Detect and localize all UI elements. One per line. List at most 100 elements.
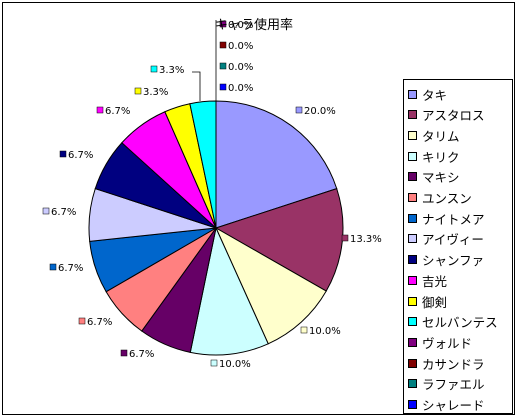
- legend-item: ヴォルド: [408, 332, 472, 352]
- legend-label: アスタロス: [422, 108, 485, 124]
- data-label-2: 13.3%: [341, 234, 382, 245]
- legend-swatch: [408, 379, 417, 389]
- data-label-text: 3.3%: [159, 65, 184, 76]
- data-label-key: [42, 207, 50, 215]
- data-label-text: 20.0%: [304, 106, 336, 117]
- data-label-14: 0.0%: [219, 41, 253, 52]
- data-label-text: 13.3%: [350, 234, 382, 245]
- legend-swatch: [408, 275, 417, 285]
- chart-title: キャラ使用率: [215, 18, 294, 33]
- legend-item: マキシ: [408, 167, 460, 187]
- data-label-6: 6.7%: [78, 317, 112, 328]
- legend-label: タリム: [422, 128, 460, 144]
- legend-swatch: [408, 255, 417, 265]
- legend-item: シャンファ: [408, 250, 484, 270]
- data-label-key: [300, 326, 308, 334]
- data-label-text: 6.7%: [105, 106, 130, 117]
- legend-item: ラファエル: [408, 374, 485, 394]
- data-label-16: 0.0%: [219, 83, 253, 94]
- legend-swatch: [408, 151, 417, 161]
- pie-slice-1: [215, 100, 338, 229]
- data-label-13: 0.0%: [219, 20, 253, 31]
- data-label-key: [78, 317, 86, 325]
- data-label-5: 6.7%: [120, 349, 154, 360]
- data-label-key: [219, 83, 227, 91]
- legend-label: カサンドラ: [422, 356, 485, 372]
- legend-swatch: [408, 234, 417, 244]
- legend-swatch: [408, 89, 417, 99]
- data-label-10: 6.7%: [96, 106, 130, 117]
- legend-label: タキ: [422, 87, 448, 103]
- data-label-key: [96, 106, 104, 114]
- legend-swatch: [408, 400, 417, 409]
- legend-swatch: [408, 130, 417, 140]
- legend-item: タリム: [408, 125, 460, 145]
- chart-legend: タキアスタロスタリムキリクマキシユンスンナイトメアアイヴィーシャンファ吉光御剣セ…: [403, 79, 513, 414]
- legend-label: 御剣: [422, 294, 448, 310]
- legend-item: 吉光: [408, 270, 447, 290]
- data-label-key: [120, 349, 128, 357]
- legend-item: キリク: [408, 146, 460, 166]
- data-label-key: [219, 62, 227, 70]
- legend-item: アイヴィー: [408, 229, 484, 249]
- legend-swatch: [408, 358, 417, 368]
- legend-item: カサンドラ: [408, 353, 485, 373]
- legend-swatch: [408, 193, 417, 202]
- data-label-text: 0.0%: [228, 83, 253, 94]
- data-label-text: 0.0%: [228, 41, 253, 52]
- legend-label: セルバンテス: [422, 315, 498, 331]
- data-label-4: 10.0%: [210, 359, 251, 370]
- data-label-1: 20.0%: [295, 106, 336, 117]
- legend-item: ナイトメア: [408, 208, 485, 228]
- legend-item: タキ: [408, 84, 447, 104]
- legend-label: シャレード: [422, 398, 485, 413]
- legend-label: ラファエル: [422, 377, 485, 393]
- data-label-text: 0.0%: [228, 20, 253, 31]
- legend-label: アイヴィー: [422, 232, 484, 248]
- data-label-text: 6.7%: [58, 263, 83, 274]
- data-label-8: 6.7%: [42, 207, 76, 218]
- legend-label: ユンスン: [422, 191, 472, 206]
- data-label-key: [59, 150, 67, 158]
- legend-item: セルバンテス: [408, 312, 498, 332]
- data-label-text: 6.7%: [87, 317, 112, 328]
- data-label-key: [49, 263, 57, 271]
- legend-swatch: [408, 213, 417, 223]
- legend-label: ヴォルド: [422, 335, 473, 351]
- data-label-7: 6.7%: [49, 263, 83, 274]
- leader-line: [192, 71, 201, 101]
- legend-label: マキシ: [422, 170, 460, 186]
- data-label-3: 10.0%: [300, 326, 341, 337]
- data-label-key: [134, 87, 142, 95]
- data-label-text: 10.0%: [219, 359, 251, 370]
- data-label-12: 3.3%: [150, 65, 184, 76]
- data-label-9: 6.7%: [59, 150, 93, 161]
- data-label-text: 0.0%: [228, 62, 253, 73]
- legend-label: 吉光: [422, 273, 448, 289]
- data-label-text: 6.7%: [51, 207, 76, 218]
- legend-item: アスタロス: [408, 105, 485, 125]
- data-label-key: [219, 41, 227, 49]
- legend-swatch: [408, 110, 417, 120]
- data-label-15: 0.0%: [219, 62, 253, 73]
- legend-label: キリク: [422, 149, 460, 165]
- legend-item: ユンスン: [408, 188, 472, 208]
- legend-label: ナイトメア: [422, 211, 485, 227]
- data-label-text: 6.7%: [68, 150, 93, 161]
- data-label-11: 3.3%: [134, 87, 168, 98]
- data-label-key: [295, 106, 303, 114]
- legend-label: シャンファ: [422, 253, 485, 269]
- data-label-text: 3.3%: [143, 87, 168, 98]
- legend-swatch: [408, 337, 417, 347]
- legend-item: 御剣: [408, 291, 447, 311]
- data-label-key: [150, 65, 158, 73]
- data-label-text: 6.7%: [129, 349, 154, 360]
- data-label-text: 10.0%: [309, 326, 341, 337]
- legend-swatch: [408, 172, 417, 182]
- data-label-key: [210, 359, 218, 367]
- legend-swatch: [408, 317, 417, 327]
- legend-item: シャレード: [408, 395, 485, 415]
- legend-swatch: [408, 296, 417, 306]
- data-label-key: [219, 20, 227, 28]
